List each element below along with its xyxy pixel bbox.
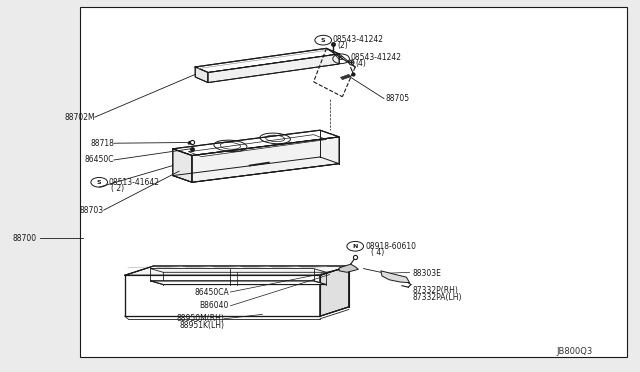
Text: (4): (4) xyxy=(355,60,366,68)
Polygon shape xyxy=(340,74,351,80)
Polygon shape xyxy=(195,48,339,73)
Text: 88718: 88718 xyxy=(90,139,114,148)
Text: 08543-41242: 08543-41242 xyxy=(351,53,402,62)
Text: 86450CA: 86450CA xyxy=(195,288,229,296)
Text: 88951K(LH): 88951K(LH) xyxy=(179,321,224,330)
Text: 88703: 88703 xyxy=(79,206,104,215)
Text: 88303E: 88303E xyxy=(412,269,441,278)
Text: S: S xyxy=(339,56,344,61)
Text: 08918-60610: 08918-60610 xyxy=(365,242,417,251)
Polygon shape xyxy=(192,137,339,182)
Polygon shape xyxy=(381,271,410,283)
Text: 08543-41242: 08543-41242 xyxy=(333,35,384,44)
Text: 88705: 88705 xyxy=(385,94,410,103)
Text: 86450C: 86450C xyxy=(84,155,114,164)
Text: 08513-41642: 08513-41642 xyxy=(109,178,160,187)
Text: B86040: B86040 xyxy=(200,301,229,310)
Text: ( 4): ( 4) xyxy=(371,248,384,257)
Text: N: N xyxy=(353,244,358,249)
Polygon shape xyxy=(173,149,192,182)
Text: 88950M(RH): 88950M(RH) xyxy=(176,314,224,323)
Polygon shape xyxy=(125,275,320,316)
Text: ( 2): ( 2) xyxy=(111,184,125,193)
Text: S: S xyxy=(97,180,102,185)
Text: S: S xyxy=(321,38,326,43)
FancyBboxPatch shape xyxy=(80,7,627,357)
Text: 88700: 88700 xyxy=(13,234,37,243)
Polygon shape xyxy=(208,54,339,83)
Polygon shape xyxy=(173,130,339,155)
Text: 88702M: 88702M xyxy=(64,113,95,122)
Text: (2): (2) xyxy=(337,41,348,50)
Polygon shape xyxy=(125,266,349,275)
Polygon shape xyxy=(320,266,349,316)
Polygon shape xyxy=(150,281,326,285)
Text: JB800Q3: JB800Q3 xyxy=(557,347,593,356)
Text: 87332P(RH): 87332P(RH) xyxy=(412,286,458,295)
Text: 87332PA(LH): 87332PA(LH) xyxy=(412,293,461,302)
Polygon shape xyxy=(339,264,358,272)
Polygon shape xyxy=(195,67,208,83)
